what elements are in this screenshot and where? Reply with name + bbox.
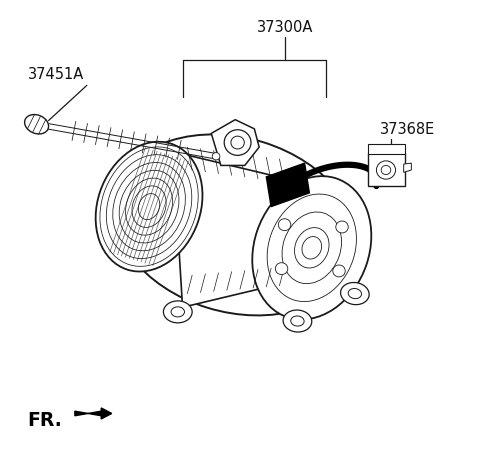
- Circle shape: [224, 130, 251, 155]
- Text: 37451A: 37451A: [28, 67, 84, 82]
- Ellipse shape: [163, 301, 192, 323]
- Circle shape: [376, 161, 396, 179]
- Ellipse shape: [24, 115, 48, 134]
- Circle shape: [278, 219, 291, 230]
- Text: 37368E: 37368E: [380, 122, 435, 137]
- FancyBboxPatch shape: [368, 145, 405, 154]
- Circle shape: [212, 153, 220, 160]
- FancyBboxPatch shape: [368, 153, 405, 186]
- Ellipse shape: [291, 316, 304, 326]
- Circle shape: [276, 263, 288, 274]
- Circle shape: [333, 265, 345, 277]
- Circle shape: [336, 221, 348, 233]
- Polygon shape: [266, 163, 310, 207]
- Text: 37300A: 37300A: [257, 21, 313, 35]
- Polygon shape: [404, 163, 411, 172]
- Polygon shape: [75, 408, 112, 419]
- Ellipse shape: [341, 282, 369, 305]
- Polygon shape: [211, 120, 259, 165]
- Ellipse shape: [348, 289, 361, 299]
- Ellipse shape: [114, 134, 357, 315]
- Text: FR.: FR.: [27, 411, 62, 430]
- Polygon shape: [173, 152, 317, 307]
- Ellipse shape: [171, 307, 184, 317]
- Ellipse shape: [96, 142, 203, 272]
- Ellipse shape: [283, 310, 312, 332]
- Ellipse shape: [252, 176, 372, 319]
